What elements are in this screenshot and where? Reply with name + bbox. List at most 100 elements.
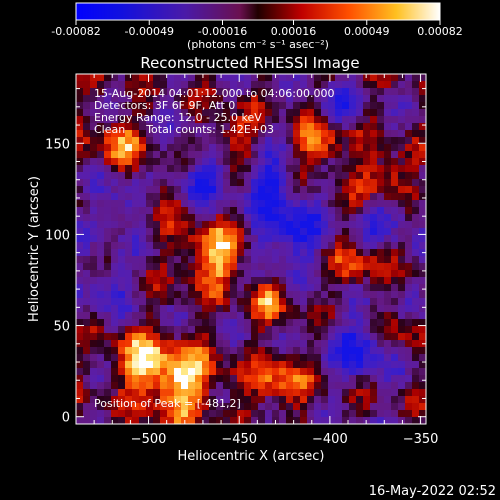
heatmap-cell (139, 158, 147, 166)
heatmap-cell (258, 382, 266, 390)
heatmap-cell (279, 354, 287, 362)
heatmap-cell (146, 116, 154, 124)
heatmap-cell (272, 179, 280, 187)
heatmap-cell (293, 123, 301, 131)
heatmap-cell (230, 312, 238, 320)
heatmap-cell (293, 81, 301, 89)
heatmap-cell (223, 214, 231, 222)
heatmap-cell (251, 228, 259, 236)
heatmap-cell (209, 88, 217, 96)
heatmap-cell (230, 368, 238, 376)
heatmap-cell (97, 242, 105, 250)
heatmap-cell (258, 137, 266, 145)
heatmap-cell (181, 151, 189, 159)
heatmap-cell (405, 235, 413, 243)
heatmap-cell (342, 284, 350, 292)
heatmap-cell (76, 326, 84, 334)
heatmap-cell (405, 403, 413, 411)
heatmap-cell (398, 144, 406, 152)
heatmap-cell (279, 305, 287, 313)
heatmap-cell (209, 417, 217, 424)
heatmap-cell (167, 340, 175, 348)
heatmap-cell (314, 193, 322, 201)
heatmap-cell (97, 172, 105, 180)
heatmap-cell (90, 340, 98, 348)
heatmap-cell (356, 354, 364, 362)
heatmap-cell (230, 235, 238, 243)
heatmap-cell (335, 417, 343, 424)
heatmap-cell (188, 256, 196, 264)
heatmap-cell (125, 116, 133, 124)
heatmap-cell (104, 109, 112, 117)
heatmap-cell (370, 284, 378, 292)
heatmap-cell (76, 417, 84, 424)
heatmap-cell (419, 277, 426, 285)
heatmap-cell (160, 221, 168, 229)
heatmap-cell (384, 95, 392, 103)
heatmap-cell (251, 165, 259, 173)
heatmap-cell (188, 151, 196, 159)
heatmap-cell (90, 137, 98, 145)
plot-frame (75, 73, 427, 425)
heatmap-cell (349, 158, 357, 166)
heatmap-cell (216, 228, 224, 236)
heatmap-cell (146, 333, 154, 341)
heatmap-cell (97, 256, 105, 264)
timestamp: 16-May-2022 02:52 (369, 484, 496, 499)
heatmap-cell (90, 116, 98, 124)
heatmap-cell (174, 74, 182, 82)
y-tick-label: 0 (62, 411, 70, 426)
heatmap-cell (83, 249, 91, 257)
heatmap-cell (132, 263, 140, 271)
heatmap-cell (244, 235, 252, 243)
heatmap-cell (356, 361, 364, 369)
heatmap-cell (279, 74, 287, 82)
heatmap-cell (279, 291, 287, 299)
heatmap-cell (398, 88, 406, 96)
heatmap-cell (293, 151, 301, 159)
heatmap-cell (139, 193, 147, 201)
heatmap-cell (167, 277, 175, 285)
heatmap-cell (160, 235, 168, 243)
heatmap-cell (300, 396, 308, 404)
heatmap-cell (181, 158, 189, 166)
heatmap-cell (202, 242, 210, 250)
heatmap-cell (356, 81, 364, 89)
heatmap-cell (300, 389, 308, 397)
heatmap-cell (223, 228, 231, 236)
heatmap-cell (160, 403, 168, 411)
heatmap-cell (363, 284, 371, 292)
heatmap-cell (328, 109, 336, 117)
heatmap-cell (314, 172, 322, 180)
heatmap-cell (321, 291, 329, 299)
heatmap-cell (321, 347, 329, 355)
heatmap-cell (405, 186, 413, 194)
heatmap-cell (251, 144, 259, 152)
heatmap-cell (307, 333, 315, 341)
heatmap-cell (356, 207, 364, 215)
heatmap-cell (419, 256, 426, 264)
heatmap-cell (153, 242, 161, 250)
heatmap-cell (258, 109, 266, 117)
heatmap-cell (104, 172, 112, 180)
heatmap-cell (293, 284, 301, 292)
heatmap-cell (328, 333, 336, 341)
heatmap-cell (398, 123, 406, 131)
heatmap-cell (384, 193, 392, 201)
heatmap-cell (293, 298, 301, 306)
heatmap-cell (104, 298, 112, 306)
heatmap-cell (391, 326, 399, 334)
heatmap-cell (356, 382, 364, 390)
heatmap-cell (223, 151, 231, 159)
heatmap-cell (230, 284, 238, 292)
heatmap-cell (335, 256, 343, 264)
heatmap-cell (314, 137, 322, 145)
heatmap-cell (363, 123, 371, 131)
heatmap-cell (146, 382, 154, 390)
heatmap-cell (83, 361, 91, 369)
heatmap-cell (237, 263, 245, 271)
heatmap-cell (167, 74, 175, 82)
heatmap-cell (209, 291, 217, 299)
heatmap-cell (300, 312, 308, 320)
heatmap-cell (384, 354, 392, 362)
